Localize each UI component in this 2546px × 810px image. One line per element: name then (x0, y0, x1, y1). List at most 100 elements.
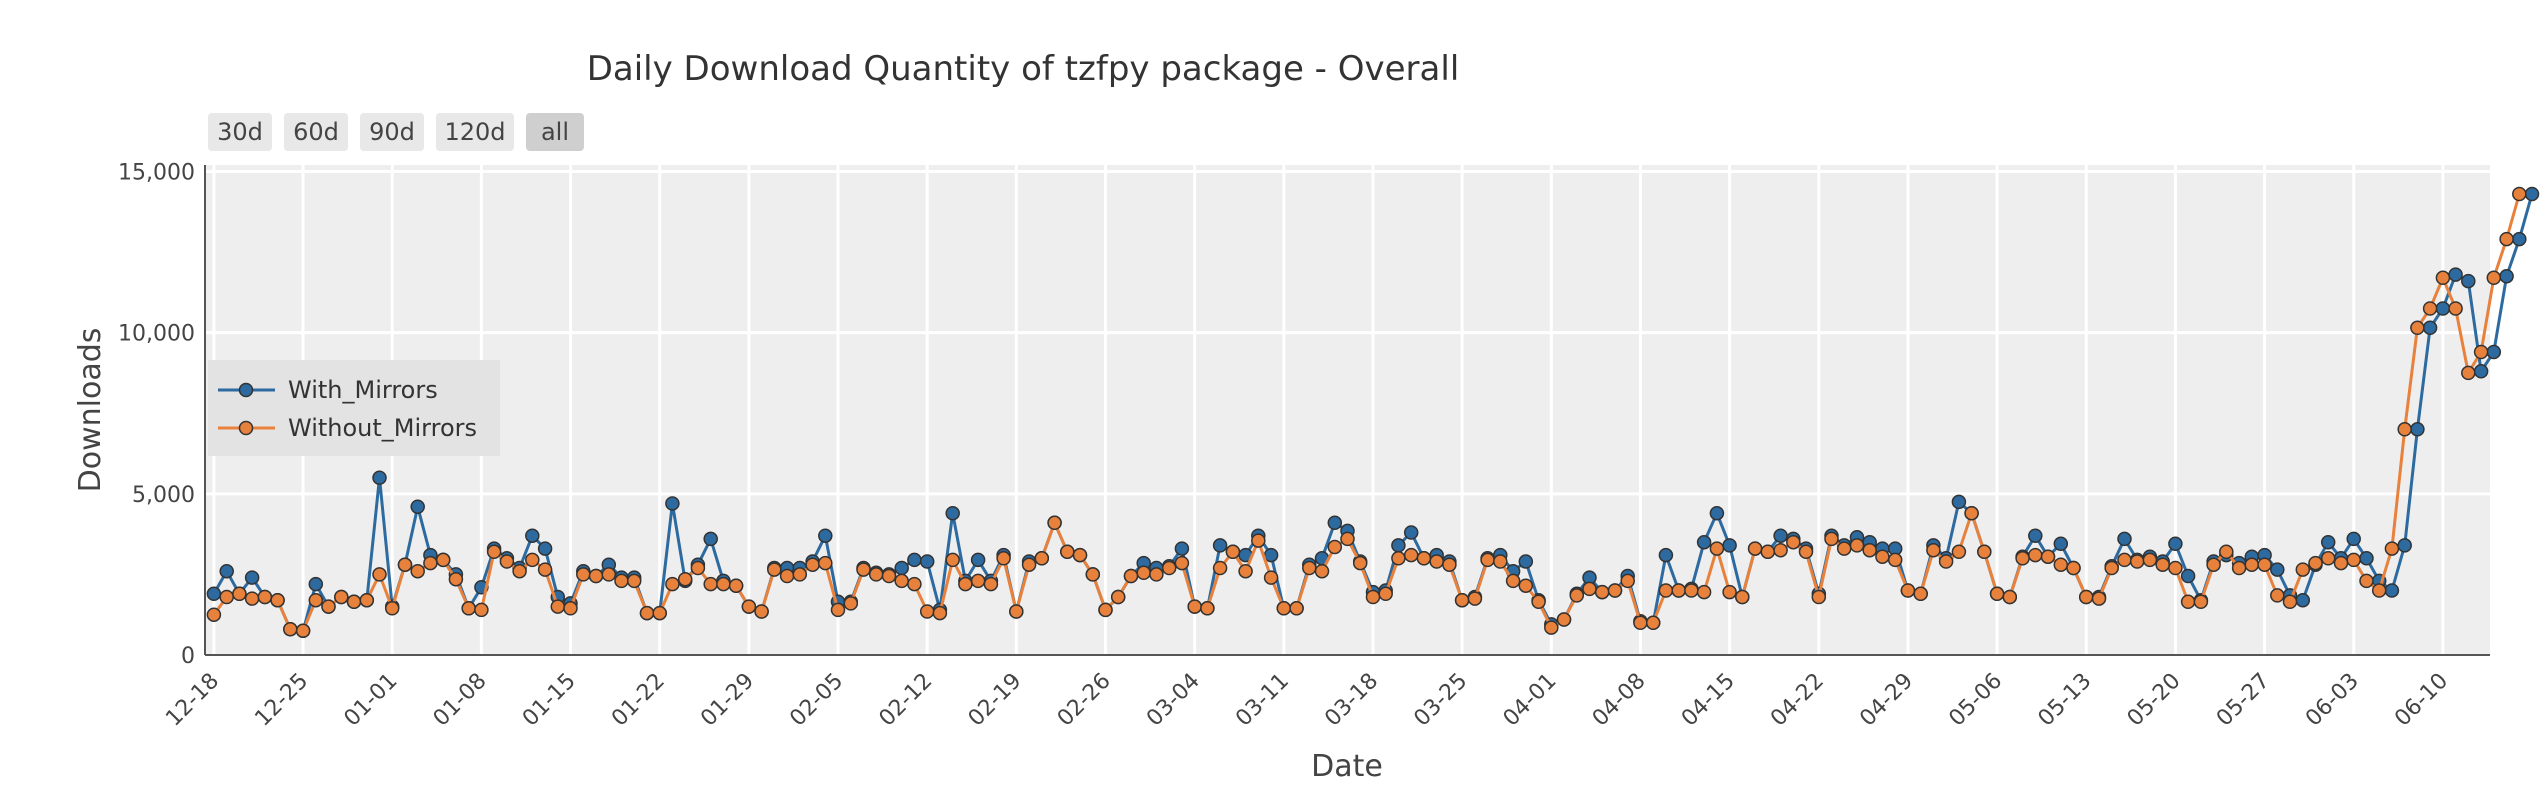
data-point[interactable] (779, 568, 795, 584)
data-point[interactable] (2384, 541, 2400, 556)
data-point[interactable] (741, 599, 757, 614)
data-point[interactable] (1391, 551, 1406, 566)
data-point[interactable] (270, 592, 285, 608)
data-point[interactable] (1263, 547, 1279, 563)
data-point[interactable] (818, 555, 833, 571)
data-point[interactable] (1034, 551, 1050, 566)
data-point[interactable] (2028, 528, 2043, 543)
data-point[interactable] (1174, 555, 1190, 571)
data-point[interactable] (1442, 557, 1457, 572)
data-point[interactable] (1531, 594, 1546, 610)
data-point[interactable] (2219, 544, 2234, 560)
data-point[interactable] (843, 596, 859, 611)
data-point[interactable] (1302, 560, 1317, 576)
data-point[interactable] (830, 602, 846, 618)
data-point[interactable] (1161, 560, 1177, 576)
data-point[interactable] (2384, 583, 2400, 598)
data-point[interactable] (1391, 538, 1406, 553)
data-point[interactable] (525, 528, 540, 543)
data-point[interactable] (907, 552, 922, 568)
data-point[interactable] (1187, 599, 1202, 614)
data-point[interactable] (2486, 270, 2502, 286)
data-point[interactable] (2015, 551, 2030, 566)
data-point[interactable] (1251, 533, 1266, 548)
data-point[interactable] (2053, 536, 2069, 552)
data-point[interactable] (1900, 583, 1916, 598)
data-point[interactable] (410, 563, 425, 579)
data-point[interactable] (1633, 615, 1648, 631)
data-point[interactable] (970, 552, 986, 568)
data-point[interactable] (397, 557, 413, 572)
data-point[interactable] (2473, 364, 2489, 379)
data-point[interactable] (486, 544, 502, 560)
data-point[interactable] (1480, 552, 1495, 568)
data-point[interactable] (525, 552, 540, 568)
data-point[interactable] (665, 576, 680, 592)
data-point[interactable] (1722, 584, 1737, 600)
data-point[interactable] (1429, 554, 1444, 569)
data-point[interactable] (907, 576, 922, 592)
data-point[interactable] (2486, 344, 2502, 360)
data-point[interactable] (1365, 589, 1381, 605)
data-point[interactable] (1085, 567, 1101, 582)
data-point[interactable] (2117, 552, 2132, 568)
data-point[interactable] (2295, 562, 2311, 577)
data-point[interactable] (1289, 601, 1304, 616)
data-point[interactable] (1773, 542, 1788, 558)
data-point[interactable] (2410, 422, 2425, 437)
data-point[interactable] (283, 621, 298, 637)
data-point[interactable] (2333, 555, 2349, 571)
data-point[interactable] (219, 589, 234, 605)
range-button-120d[interactable]: 120d (436, 113, 514, 151)
data-point[interactable] (1836, 541, 1852, 556)
data-point[interactable] (1938, 554, 1954, 569)
data-point[interactable] (1047, 515, 1062, 531)
data-point[interactable] (1225, 544, 1241, 560)
data-point[interactable] (1352, 555, 1368, 571)
data-point[interactable] (1671, 583, 1686, 598)
data-point[interactable] (932, 605, 948, 621)
data-point[interactable] (2231, 560, 2247, 576)
data-point[interactable] (716, 576, 731, 592)
data-point[interactable] (894, 573, 909, 589)
data-point[interactable] (2295, 592, 2311, 608)
data-point[interactable] (1340, 531, 1355, 547)
data-point[interactable] (1263, 570, 1279, 585)
data-point[interactable] (2422, 320, 2438, 336)
data-point[interactable] (384, 601, 400, 616)
data-point[interactable] (1314, 563, 1330, 579)
data-point[interactable] (2270, 562, 2285, 577)
data-point[interactable] (1684, 583, 1699, 598)
data-point[interactable] (1824, 531, 1839, 547)
data-point[interactable] (1212, 538, 1228, 553)
data-point[interactable] (1009, 604, 1024, 619)
data-point[interactable] (2359, 551, 2374, 566)
data-point[interactable] (614, 573, 629, 589)
data-point[interactable] (1696, 534, 1712, 550)
data-point[interactable] (983, 576, 999, 592)
data-point[interactable] (2066, 560, 2081, 576)
data-point[interactable] (1505, 573, 1521, 589)
data-point[interactable] (1951, 544, 1967, 560)
data-point[interactable] (818, 528, 833, 543)
data-point[interactable] (1518, 578, 1534, 593)
data-point[interactable] (1149, 567, 1164, 582)
data-point[interactable] (1544, 620, 1559, 635)
data-point[interactable] (1786, 534, 1801, 550)
data-point[interactable] (2320, 534, 2336, 550)
data-point[interactable] (576, 567, 591, 582)
data-point[interactable] (1658, 583, 1674, 598)
data-point[interactable] (1645, 615, 1661, 631)
data-point[interactable] (919, 604, 935, 619)
data-point[interactable] (652, 605, 667, 621)
data-point[interactable] (1735, 589, 1750, 605)
data-point[interactable] (2168, 560, 2183, 576)
data-point[interactable] (512, 563, 527, 579)
data-point[interactable] (1594, 584, 1610, 600)
data-point[interactable] (1060, 544, 1075, 560)
data-point[interactable] (856, 562, 871, 577)
data-point[interactable] (2091, 591, 2107, 606)
data-point[interactable] (2422, 301, 2438, 316)
data-point[interactable] (2078, 589, 2094, 605)
data-point[interactable] (690, 560, 706, 576)
